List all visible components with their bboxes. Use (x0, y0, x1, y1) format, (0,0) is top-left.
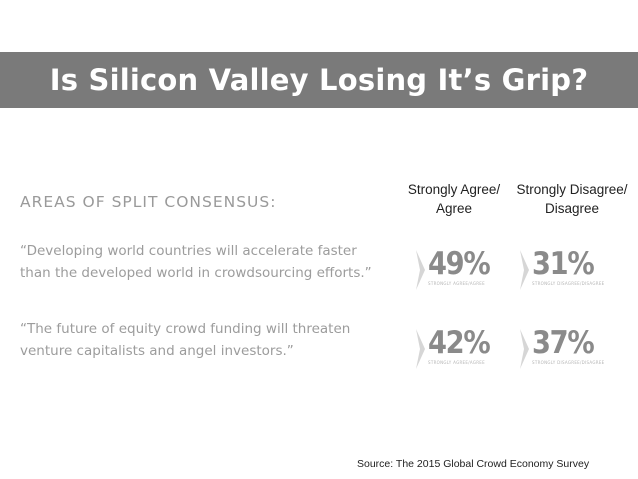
quote-line: than the developed world in crowdsourcin… (20, 265, 372, 281)
quote-line: venture capitalists and angel investors.… (20, 343, 294, 359)
quote-line: “The future of equity crowd funding will… (20, 321, 351, 337)
stat-value: 31% (532, 246, 595, 282)
stat-caption: STRONGLY DISAGREE/DISAGREE (532, 360, 605, 365)
column-header-disagree: Strongly Disagree/ Disagree (510, 180, 634, 218)
stat-value: 42% (428, 325, 491, 361)
stat-row2-agree: 42% STRONGLY AGREE/AGREE (416, 327, 498, 369)
column-header-agree: Strongly Agree/ Agree (398, 180, 510, 218)
chevron-right-icon (520, 329, 529, 369)
stat-caption: STRONGLY AGREE/AGREE (428, 281, 485, 286)
quote-line: “Developing world countries will acceler… (20, 243, 357, 259)
chevron-right-icon (520, 250, 529, 290)
chevron-right-icon (416, 250, 425, 290)
stat-value: 49% (428, 246, 491, 282)
column-header-line: Strongly Disagree/ (516, 182, 628, 197)
stat-row1-disagree: 31% STRONGLY DISAGREE/DISAGREE (520, 248, 605, 290)
chevron-right-icon (416, 329, 425, 369)
stat-row1-agree: 49% STRONGLY AGREE/AGREE (416, 248, 498, 290)
stat-value: 37% (532, 325, 595, 361)
column-header-line: Disagree (544, 201, 600, 216)
stat-row2-disagree: 37% STRONGLY DISAGREE/DISAGREE (520, 327, 605, 369)
source-citation: Source: The 2015 Global Crowd Economy Su… (357, 458, 590, 470)
column-header-line: Strongly Agree/ (407, 182, 501, 197)
stat-caption: STRONGLY AGREE/AGREE (428, 360, 485, 365)
title-bar: Is Silicon Valley Losing It’s Grip? (0, 52, 638, 108)
column-header-line: Agree (435, 201, 473, 216)
page-title: Is Silicon Valley Losing It’s Grip? (49, 63, 589, 97)
stat-caption: STRONGLY DISAGREE/DISAGREE (532, 281, 605, 286)
section-heading: AREAS OF SPLIT CONSENSUS: (20, 193, 277, 211)
quote-developing-world: “Developing world countries will acceler… (20, 240, 372, 284)
quote-equity-crowdfunding: “The future of equity crowd funding will… (20, 318, 350, 362)
